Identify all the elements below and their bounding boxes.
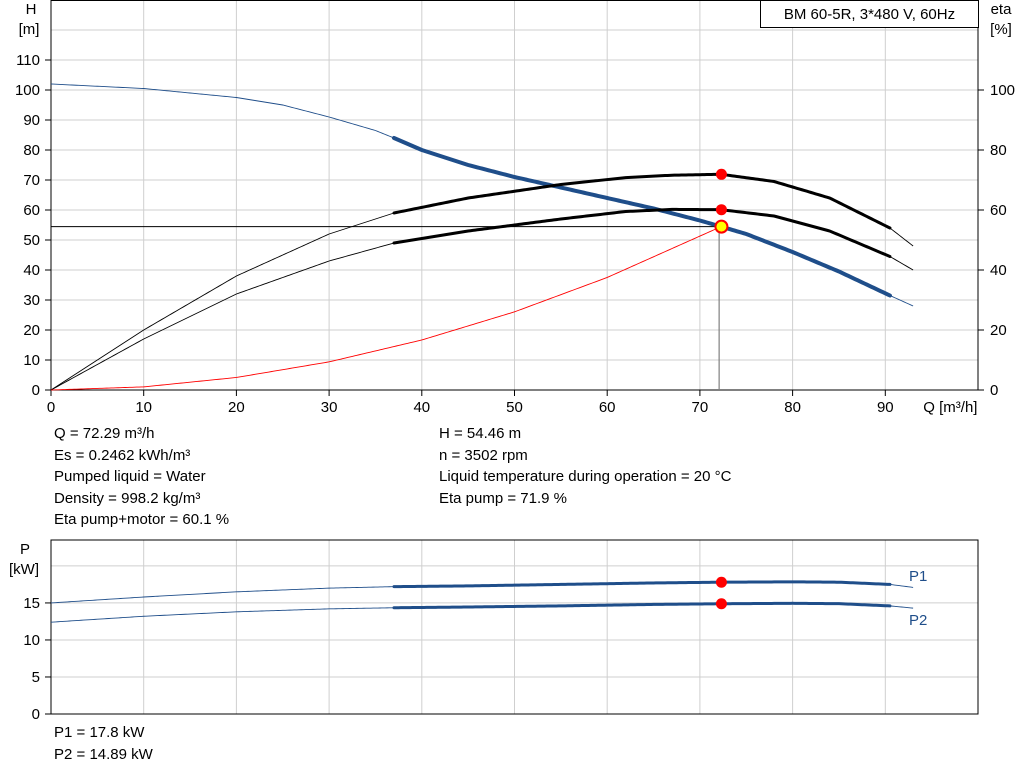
power-series-operating-range-1: [392, 601, 892, 610]
y-tick-label: 60: [23, 202, 40, 219]
y-tick-label: 20: [23, 322, 40, 339]
y-tick-label: 10: [23, 352, 40, 369]
power-y-axis-title-unit: [kW]: [9, 561, 39, 578]
info-eta-pump-motor: Eta pump+motor = 60.1 %: [54, 511, 230, 528]
eta-pump-marker: [715, 168, 727, 180]
power-y-tick-label: 10: [23, 632, 40, 649]
y-tick-label: 100: [15, 82, 40, 99]
y2-tick-label: 40: [990, 262, 1007, 279]
power-duty-marker-p2: [715, 598, 727, 610]
y-axis-title-symbol: H: [26, 1, 37, 18]
series-operating-range-1: [392, 172, 892, 230]
x-tick-label: 80: [784, 399, 801, 416]
x-axis-title: Q [m³/h]: [923, 399, 977, 416]
power-y-tick-label: 5: [32, 669, 40, 686]
duty-point-marker: [714, 219, 729, 234]
power-series-label-p2: P2: [909, 612, 927, 629]
x-tick-label: 20: [228, 399, 245, 416]
power-plot-frame: [50, 539, 979, 715]
y2-tick-label: 60: [990, 202, 1007, 219]
x-tick-label: 90: [877, 399, 894, 416]
y-tick-label: 30: [23, 292, 40, 309]
info-speed: n = 3502 rpm: [439, 446, 528, 464]
series-line-3: [50, 226, 721, 391]
y-tick-label: 40: [23, 262, 40, 279]
info-head: H = 54.46 m: [439, 425, 522, 442]
eta-pump-motor-marker: [715, 204, 727, 216]
info-eta-pump: Eta pump = 71.9 %: [439, 489, 567, 507]
duty-info-left: Q = 72.29 m³/h Es = 0.2462 kWh/m³ Pumped…: [54, 423, 229, 531]
duty-info-right: H = 54.46 m n = 3502 rpm Liquid temperat…: [439, 423, 731, 509]
info-p2: P2 = 14.89 kW: [54, 745, 153, 763]
y-tick-label: 90: [23, 112, 40, 129]
power-series-label-p1: P1: [909, 568, 927, 585]
chart-title: BM 60-5R, 3*480 V, 60Hz: [784, 6, 955, 23]
y2-tick-label: 20: [990, 322, 1007, 339]
x-tick-label: 10: [135, 399, 152, 416]
y-tick-label: 110: [16, 52, 40, 69]
y2-axis-title-symbol: eta: [991, 1, 1013, 18]
series-line-1: [50, 173, 914, 391]
y2-axis-title-unit: [%]: [990, 21, 1012, 38]
y2-tick-label: 100: [990, 82, 1015, 99]
y2-tick-label: 0: [990, 382, 998, 399]
power-y-tick-label: 15: [23, 595, 40, 612]
info-pumped-liquid: Pumped liquid = Water: [54, 468, 206, 485]
power-y-axis-title-symbol: P: [20, 541, 30, 558]
series-operating-range-0: [391, 136, 892, 298]
info-flow: Q = 72.29 m³/h: [54, 425, 155, 442]
x-tick-label: 60: [599, 399, 616, 416]
x-tick-label: 70: [692, 399, 709, 416]
chart-title-box: [760, 0, 979, 28]
power-y-tick-label: 0: [32, 706, 40, 723]
x-tick-label: 50: [506, 399, 523, 416]
x-tick-label: 0: [47, 399, 55, 416]
x-tick-label: 40: [413, 399, 430, 416]
info-specific-energy: Es = 0.2462 kWh/m³: [54, 446, 191, 464]
info-density: Density = 998.2 kg/m³: [54, 489, 201, 507]
x-tick-label: 30: [321, 399, 338, 416]
y2-tick-label: 80: [990, 142, 1007, 159]
y-tick-label: 0: [32, 382, 40, 399]
y-tick-label: 70: [23, 172, 40, 189]
y-axis-title-unit: [m]: [19, 21, 40, 38]
power-info: P1 = 17.8 kW P2 = 14.89 kW: [54, 722, 153, 765]
y-tick-label: 80: [23, 142, 40, 159]
info-p1: P1 = 17.8 kW: [54, 724, 145, 741]
power-series-operating-range-0: [392, 580, 892, 589]
y-tick-label: 50: [23, 232, 40, 249]
series-operating-range-2: [392, 207, 892, 258]
info-liquid-temperature: Liquid temperature during operation = 20…: [439, 468, 732, 485]
power-duty-marker-p1: [715, 576, 727, 588]
